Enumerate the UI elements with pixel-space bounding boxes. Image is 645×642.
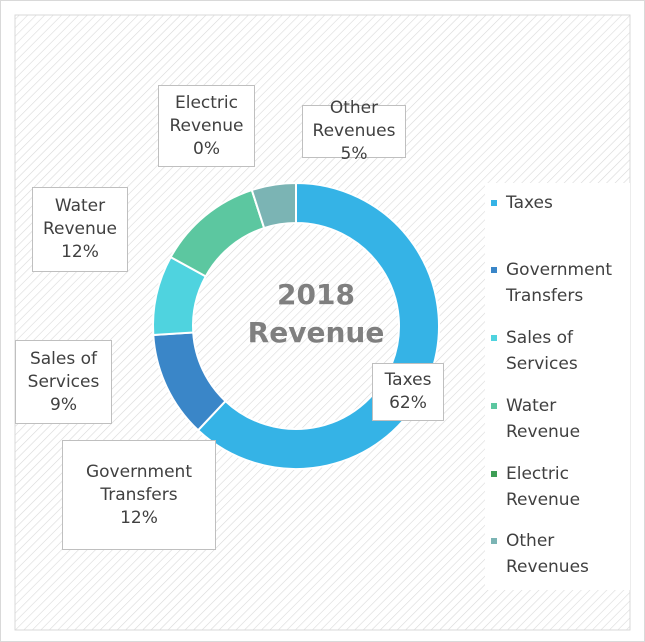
data-label-name: Sales of Services [27,348,100,392]
data-label-value: 5% [340,144,368,164]
data-label-name: Other Revenues [312,98,396,141]
data-label-name: Government Transfers [85,461,193,505]
data-label-name: Water Revenue [42,196,118,239]
legend-label: Electric Revenue [506,464,581,510]
legend-label: Other Revenues [506,531,589,577]
legend-label: Taxes [506,193,553,213]
data-label: Water Revenue 12% [32,187,128,272]
legend-swatch [491,403,497,409]
legend-swatch [491,267,497,273]
legend-label: Sales of Services [506,328,578,374]
chart-title: 2018 Revenue [247,278,385,349]
data-label-value: 0% [193,138,220,159]
data-label-name: Taxes [384,370,432,390]
data-label-value: 9% [50,394,77,415]
data-label: Other Revenues 5% [302,98,406,164]
legend-label: Water Revenue [506,396,581,442]
data-label-value: 12% [120,507,158,528]
legend-swatch [491,335,497,341]
data-label-value: 12% [61,242,99,262]
legend-label: Government Transfers [506,260,613,306]
legend-swatch [491,538,497,544]
data-label-name: Electric Revenue [169,92,244,136]
legend-swatch [491,471,497,477]
legend: Taxes Government Transfers Sales of Servic… [485,183,630,590]
data-label-value: 62% [389,393,427,413]
data-label: Electric Revenue 0% [158,85,255,167]
data-label: Sales of Services 9% [15,340,112,424]
donut-slice [250,181,297,230]
data-label: Government Transfers 12% [62,440,216,550]
legend-swatch [491,200,497,206]
data-label: Taxes 62% [372,363,444,421]
